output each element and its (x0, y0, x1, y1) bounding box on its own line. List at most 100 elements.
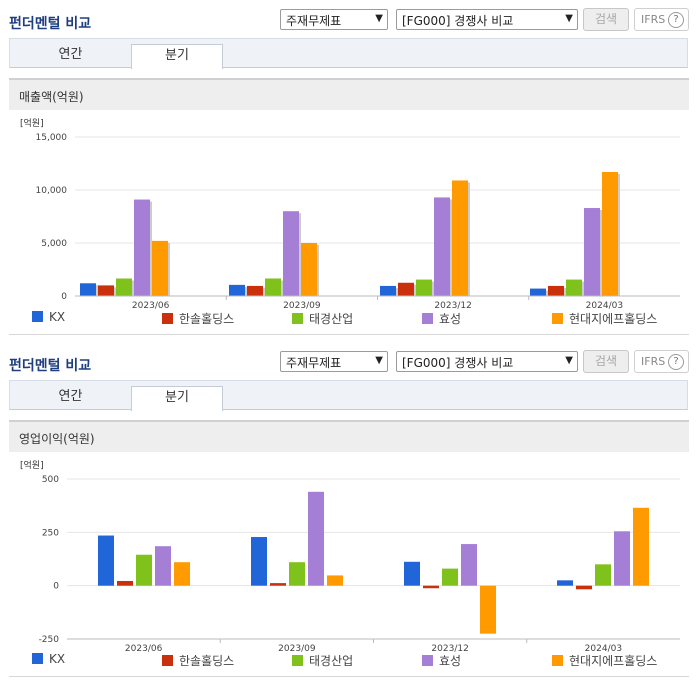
bar-hyundai-2[interactable] (480, 585, 496, 634)
legend-item-hansol[interactable]: 한솔홀딩스 (162, 652, 234, 669)
y-tick-label: 15,000 (36, 133, 68, 143)
chevron-down-icon: ▼ (565, 13, 573, 24)
y-tick-label: 250 (42, 528, 59, 538)
fundamental-panel-operating-profit: 펀더멘털 비교 주재무제표 ▼ [FG000] 경쟁사 비교 ▼ 검색 IFRS… (0, 342, 696, 684)
bar-taekyung-1[interactable] (265, 278, 281, 296)
bar-hansol-1[interactable] (247, 285, 263, 296)
bar-hyundai-2[interactable] (452, 180, 468, 296)
x-tick-label: 2023/12 (434, 301, 471, 310)
x-tick-label: 2024/03 (585, 644, 622, 652)
legend-label: 효성 (439, 654, 462, 668)
legend-label: 효성 (439, 312, 462, 326)
bar-taekyung-0[interactable] (116, 278, 132, 296)
bar-kx-0[interactable] (98, 535, 114, 586)
legend-swatch (32, 311, 43, 322)
help-icon: ? (668, 12, 684, 28)
bar-hyosung-1[interactable] (283, 211, 299, 296)
fundamental-panel-revenue: 펀더멘털 비교 주재무제표 ▼ [FG000] 경쟁사 비교 ▼ 검색 IFRS… (0, 0, 696, 340)
bar-hansol-3[interactable] (576, 585, 592, 590)
legend-item-hyosung[interactable]: 효성 (422, 310, 461, 327)
bar-kx-3[interactable] (557, 580, 573, 586)
operating-profit-bar-chart: [억원] 500 250 0 -250 2023/06 2023/09 2023/12 2024… (20, 459, 680, 652)
ifrs-button[interactable]: IFRS ? (634, 8, 689, 31)
legend-item-kx[interactable]: KX (32, 652, 65, 666)
unit-label: [억원] (20, 459, 44, 471)
legend-swatch (32, 653, 43, 664)
tab-annual[interactable]: 연간 (58, 389, 83, 404)
bar-hyundai-3[interactable] (633, 507, 649, 586)
bar-hyundai-1[interactable] (327, 575, 343, 586)
bar-taekyung-1[interactable] (289, 562, 305, 586)
legend-item-hyosung[interactable]: 효성 (422, 652, 461, 669)
search-button[interactable]: 검색 (583, 350, 629, 373)
bar-taekyung-2[interactable] (416, 279, 432, 296)
bar-taekyung-3[interactable] (566, 279, 582, 296)
bar-kx-2[interactable] (404, 561, 420, 586)
legend-item-taekyung[interactable]: 태경산업 (292, 652, 353, 669)
legend-label: 태경산업 (309, 654, 354, 668)
tab-quarter[interactable]: 분기 (131, 44, 223, 69)
legend-swatch (422, 655, 433, 666)
divider (9, 676, 689, 677)
bar-taekyung-0[interactable] (136, 554, 152, 586)
comparison-group-value: [FG000] 경쟁사 비교 (402, 14, 514, 28)
unit-label: [억원] (20, 117, 44, 129)
tab-quarter[interactable]: 분기 (131, 386, 223, 411)
bar-kx-2[interactable] (380, 285, 396, 296)
section-header: 영업이익(억원) (9, 420, 689, 452)
bar-hyundai-0[interactable] (152, 240, 168, 296)
comparison-group-select[interactable]: [FG000] 경쟁사 비교 ▼ (396, 351, 578, 372)
bar-kx-0[interactable] (80, 283, 96, 296)
comparison-group-select[interactable]: [FG000] 경쟁사 비교 ▼ (396, 9, 578, 30)
bar-kx-3[interactable] (530, 288, 546, 296)
section-title: 매출액(억원) (19, 90, 84, 104)
statement-type-select[interactable]: 주재무제표 ▼ (280, 9, 388, 30)
bar-hansol-0[interactable] (117, 580, 133, 586)
x-tick-label: 2023/09 (278, 644, 316, 652)
bar-hansol-2[interactable] (423, 585, 439, 589)
y-tick-label: 0 (53, 582, 59, 592)
bar-hyundai-0[interactable] (174, 562, 190, 586)
y-tick-label: -250 (39, 635, 60, 645)
statement-type-select[interactable]: 주재무제표 ▼ (280, 351, 388, 372)
legend-item-kx[interactable]: KX (32, 310, 65, 324)
bar-hyundai-1[interactable] (301, 243, 317, 296)
bar-hansol-2[interactable] (398, 282, 414, 296)
bar-hyosung-1[interactable] (308, 491, 324, 586)
bar-kx-1[interactable] (251, 537, 267, 586)
x-tick-label: 2023/12 (431, 644, 468, 652)
bar-hyosung-2[interactable] (461, 544, 477, 586)
bar-hyosung-0[interactable] (134, 199, 150, 296)
divider (9, 334, 689, 335)
period-tabs: 연간 분기 (9, 38, 688, 69)
bar-hansol-1[interactable] (270, 583, 286, 586)
legend-item-hyundai[interactable]: 현대지에프홀딩스 (552, 652, 657, 669)
legend-item-taekyung[interactable]: 태경산업 (292, 310, 353, 327)
bar-hansol-0[interactable] (98, 285, 114, 296)
bar-hyosung-3[interactable] (614, 531, 630, 586)
x-tick-label: 2024/03 (586, 301, 623, 310)
bar-taekyung-2[interactable] (442, 568, 458, 586)
bar-hyosung-2[interactable] (434, 197, 450, 296)
legend-label: KX (49, 310, 66, 324)
bar-hyosung-3[interactable] (584, 208, 600, 296)
tab-annual[interactable]: 연간 (58, 47, 83, 62)
chevron-down-icon: ▼ (375, 13, 383, 24)
bar-taekyung-3[interactable] (595, 564, 611, 586)
y-tick-label: 0 (61, 292, 67, 302)
y-tick-label: 10,000 (36, 186, 68, 196)
legend-swatch (552, 313, 563, 324)
ifrs-button[interactable]: IFRS ? (634, 350, 689, 373)
bar-hansol-3[interactable] (548, 285, 564, 296)
legend-item-hyundai[interactable]: 현대지에프홀딩스 (552, 310, 657, 327)
y-tick-label: 5,000 (41, 239, 67, 249)
bar-kx-1[interactable] (229, 284, 245, 296)
bar-hyundai-3[interactable] (602, 171, 618, 296)
bar-hyosung-0[interactable] (155, 546, 171, 586)
chevron-down-icon: ▼ (565, 355, 573, 366)
legend-item-hansol[interactable]: 한솔홀딩스 (162, 310, 234, 327)
legend-label: 한솔홀딩스 (179, 654, 235, 668)
ifrs-label: IFRS (641, 13, 666, 26)
y-tick-label: 500 (42, 475, 59, 485)
search-button[interactable]: 검색 (583, 8, 629, 31)
